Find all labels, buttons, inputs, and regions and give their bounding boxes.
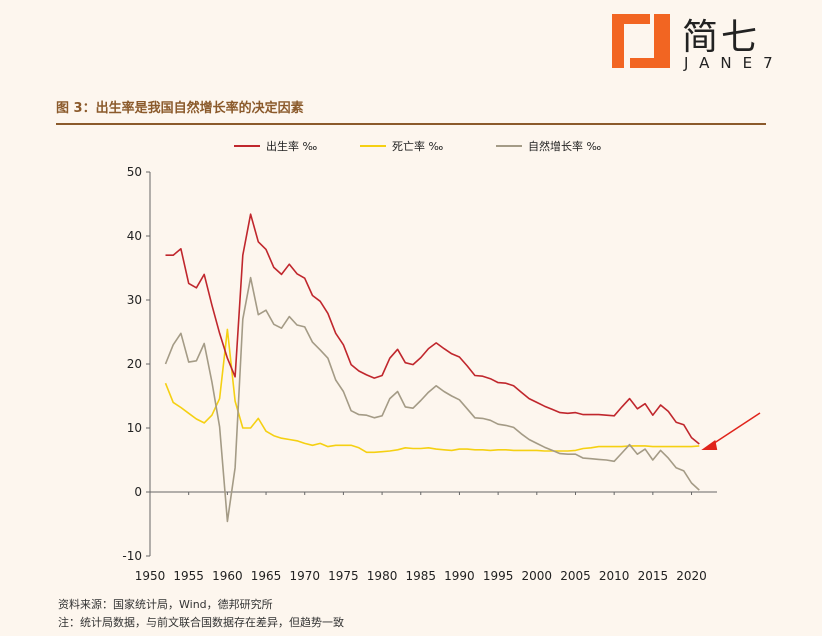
x-tick-label: 1990 bbox=[444, 569, 475, 583]
x-tick-label: 2005 bbox=[560, 569, 591, 583]
x-tick-label: 1980 bbox=[367, 569, 398, 583]
x-tick-label: 1955 bbox=[173, 569, 204, 583]
figure-title: 图 3：出生率是我国自然增长率的决定因素 bbox=[56, 101, 304, 116]
brand-name-en: JANE7 bbox=[684, 54, 784, 72]
annotation-arrow-shaft bbox=[710, 412, 761, 446]
y-tick-label: -10 bbox=[122, 549, 142, 563]
x-tick-label: 1950 bbox=[135, 569, 166, 583]
y-tick-label: 10 bbox=[127, 421, 142, 435]
title-divider bbox=[56, 123, 766, 125]
x-tick-label: 2010 bbox=[599, 569, 630, 583]
legend-label-0: 出生率 ‰ bbox=[266, 139, 317, 153]
x-tick-label: 1985 bbox=[405, 569, 436, 583]
y-tick-label: 20 bbox=[127, 357, 142, 371]
series-line-2 bbox=[164, 276, 700, 523]
y-tick-label: 40 bbox=[127, 229, 142, 243]
x-tick-label: 1970 bbox=[289, 569, 320, 583]
legend-label-1: 死亡率 ‰ bbox=[392, 139, 443, 153]
x-tick-label: 2020 bbox=[676, 569, 707, 583]
x-tick-label: 1975 bbox=[328, 569, 359, 583]
x-tick-label: 1965 bbox=[251, 569, 282, 583]
annotation-arrow-head bbox=[701, 440, 718, 450]
logo-mark-icon bbox=[612, 14, 670, 68]
series-line-1 bbox=[164, 328, 700, 454]
footer-source: 资料来源：国家统计局，Wind，德邦研究所 bbox=[58, 598, 273, 611]
x-tick-label: 1995 bbox=[483, 569, 514, 583]
x-tick-label: 1960 bbox=[212, 569, 243, 583]
brand-name-cn: 简七 bbox=[682, 17, 761, 58]
footer-note: 注：统计局数据，与前文联合国数据存在差异，但趋势一致 bbox=[58, 616, 344, 629]
y-tick-label: 50 bbox=[127, 165, 142, 179]
legend-label-2: 自然增长率 ‰ bbox=[528, 139, 601, 153]
brand-logo: 简七 JANE7 bbox=[606, 8, 806, 72]
series-line-0 bbox=[165, 213, 700, 445]
y-tick-label: 0 bbox=[134, 485, 142, 499]
x-tick-label: 2000 bbox=[522, 569, 553, 583]
y-tick-label: 30 bbox=[127, 293, 142, 307]
x-tick-label: 2015 bbox=[638, 569, 669, 583]
